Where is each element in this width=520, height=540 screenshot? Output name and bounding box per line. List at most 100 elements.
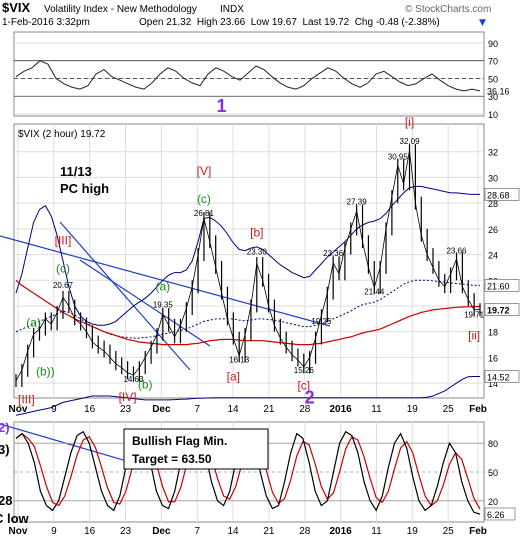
wave-label: (a) [155, 280, 170, 294]
top-indicator-panel [13, 31, 485, 117]
bottom-x-tick-label: Dec [152, 526, 171, 537]
bottom-x-tick-label: 28 [299, 526, 311, 537]
price-label: 21.60 [487, 281, 510, 291]
bottom-x-tick-label: 14 [228, 526, 240, 537]
wave-label: (b) [138, 377, 153, 391]
wave-label: [IV] [119, 390, 137, 404]
left-clip-label-3: 28 [0, 493, 12, 508]
flag-target: Target = 63.50 [132, 452, 212, 466]
axis-labels: 907050301036.1632302826242220181614NovNo… [9, 39, 520, 537]
bottom-x-tick-label: 16 [84, 526, 96, 537]
wave-label: 23.30 [247, 248, 268, 257]
wave-label: (c) [56, 262, 70, 276]
bottom-x-tick-label: 25 [443, 526, 455, 537]
top-tick-label: 30 [488, 92, 498, 102]
chart-name: Volatility Index - New Methodology [44, 4, 197, 15]
main-tick-label: 16 [488, 353, 498, 363]
main-tick-label: 18 [488, 328, 498, 338]
price-label-box [484, 279, 520, 292]
main-x-tick-label: 21 [263, 404, 275, 415]
left-clip-label-4: C low [0, 511, 30, 526]
top-tick-label: 90 [488, 39, 498, 49]
bottom-x-tick-label: Feb [469, 526, 487, 537]
wave-label: [V] [197, 164, 212, 178]
bottom-x-tick-label: 9 [51, 526, 57, 537]
main-x-tick-label: Dec [152, 404, 171, 415]
wave-label: 14.63 [123, 375, 144, 384]
wave-label: [a] [227, 370, 240, 384]
note-text: PC high [60, 181, 109, 196]
wave-label: [III] [18, 393, 35, 407]
bottom-tick-label: 50 [488, 468, 498, 478]
wave-label: (c) [197, 192, 211, 206]
bottom-tick-label: 20 [488, 497, 498, 507]
bottom-x-tick-label: 11 [371, 526, 382, 537]
wave-label: 26.81 [194, 209, 215, 218]
wave-label: [c] [297, 379, 310, 393]
wave-label: [ii] [468, 328, 480, 342]
note-date: 11/13 [60, 164, 92, 179]
bottom-tick-label: 80 [488, 439, 498, 449]
main-x-tick-label: 14 [228, 404, 240, 415]
wave-label: 19.35 [153, 300, 174, 309]
main-tick-label: 14 [488, 379, 498, 389]
stochastic-last-value: 6.26 [487, 510, 505, 520]
ohlc-summary: Open 21.32 High 23.66 Low 19.67 Last 19.… [139, 17, 440, 28]
trendline-channel-a [59, 221, 191, 371]
price-label-box [484, 370, 520, 383]
main-tick-label: 28 [488, 199, 498, 209]
bottom-x-tick-label: Nov [9, 526, 28, 537]
wave-label: 27.39 [347, 197, 368, 206]
main-x-tick-label: Feb [469, 404, 487, 415]
wave-label: 23.66 [446, 246, 467, 255]
wave-label: [b] [250, 226, 263, 240]
wave-label: 23.36 [323, 249, 344, 258]
top-indicator-series [14, 60, 484, 97]
price-label: 19.72 [487, 306, 510, 316]
rsi-line [15, 60, 481, 92]
left-clip-label-2: 3) [0, 442, 10, 457]
price-label-box [484, 303, 520, 316]
flag-target-box [123, 428, 269, 470]
watermark: © StockCharts.com [405, 4, 491, 15]
price-label: 14.52 [487, 372, 510, 382]
main-x-tick-label: 2016 [329, 404, 352, 415]
wave-label: (a) [26, 316, 41, 330]
trendline-channel-b [79, 259, 211, 347]
wave-label: 30.95 [388, 152, 409, 161]
ohlc-down-arrow-icon: ▼ [479, 18, 486, 28]
main-x-tick-label: 11 [371, 404, 382, 415]
bottom-x-tick-label: 23 [120, 526, 132, 537]
wave-label: [III] [55, 233, 72, 247]
bottom-x-tick-label: 2016 [329, 526, 352, 537]
wave-label: 1 [217, 96, 227, 116]
flag-title: Bullish Flag Min. [132, 434, 227, 448]
stochastic-last-box [484, 507, 516, 521]
main-tick-label: 32 [488, 148, 498, 158]
price-label: 28.68 [487, 190, 510, 200]
lower-bollinger-band [15, 376, 480, 416]
main-x-tick-label: 25 [443, 404, 455, 415]
wave-label: [i] [405, 115, 414, 129]
price-line [15, 150, 481, 381]
chart-exchange: INDX [220, 4, 244, 15]
bottom-x-tick-label: 7 [194, 526, 200, 537]
chart-datetime: 1-Feb-2016 3:32pm [2, 17, 90, 28]
wave-label: 16.13 [229, 356, 250, 365]
top-tick-label: 10 [488, 110, 498, 120]
main-x-tick-label: 16 [84, 404, 96, 415]
wave-label: 19.71 [464, 311, 485, 320]
top-tick-label: 50 [488, 74, 498, 84]
wave-label: 15.26 [294, 366, 315, 375]
bottom-x-tick-label: 19 [407, 526, 419, 537]
moving-average-line [15, 279, 481, 346]
rsi-last-value: 36.16 [487, 87, 510, 97]
main-tick-label: 24 [488, 251, 498, 261]
main-tick-label: 26 [488, 225, 498, 235]
price-label-box [484, 188, 520, 201]
wave-label: 32.09 [400, 137, 421, 146]
wave-label: 19.25 [311, 317, 332, 326]
wave-labels: 1 [V] (c) 26.81 [b] 23.30 [III] (c) 20.67 (a) 19.3… [18, 96, 485, 408]
upper-bollinger-band [15, 185, 480, 326]
